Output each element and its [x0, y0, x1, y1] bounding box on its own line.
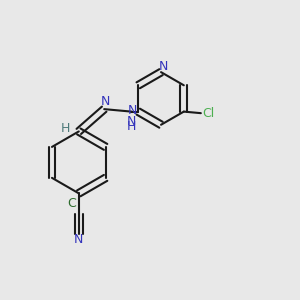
Text: N: N	[127, 115, 136, 128]
Text: H: H	[127, 120, 136, 133]
Text: N: N	[74, 233, 83, 246]
Text: N: N	[159, 60, 168, 73]
Text: Cl: Cl	[202, 107, 215, 120]
Text: N: N	[101, 94, 110, 108]
Text: C: C	[68, 197, 76, 210]
Text: N: N	[128, 103, 137, 117]
Text: H: H	[61, 122, 70, 135]
